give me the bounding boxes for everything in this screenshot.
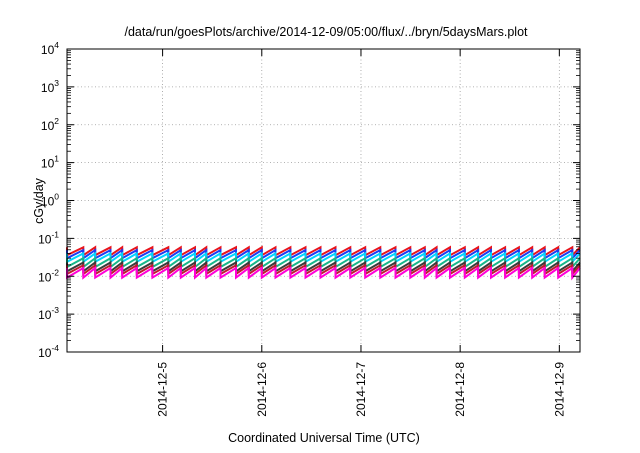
y-tick-base: 10 <box>41 157 55 171</box>
y-tick-label: 10-4 <box>38 343 59 360</box>
y-axis-label: cGy/day <box>32 177 46 224</box>
x-tick-label: 2014-12-7 <box>354 362 368 417</box>
y-tick-exponent: 4 <box>54 40 59 50</box>
y-tick-exponent: 2 <box>54 116 59 126</box>
y-tick-base: 10 <box>41 195 55 209</box>
y-tick-label: 10-2 <box>38 267 59 284</box>
y-tick-label: 100 <box>41 192 59 209</box>
series-line-7 <box>66 265 581 281</box>
y-tick-base: 10 <box>38 270 52 284</box>
y-tick-label: 10-1 <box>38 229 59 246</box>
x-tick-label: 2014-12-5 <box>156 362 170 417</box>
y-tick-label: 10-3 <box>38 305 59 322</box>
grid-layer <box>67 49 580 352</box>
y-tick-exponent: -1 <box>51 229 59 239</box>
y-tick-label: 103 <box>41 78 59 95</box>
x-tick-label: 2014-12-9 <box>552 362 566 417</box>
x-ticks-layer: 2014-12-5 2014-12-6 2014-12-7 2014-12-8 2014… <box>156 49 566 417</box>
y-tick-label: 102 <box>41 116 59 133</box>
x-tick-label: 2014-12-6 <box>255 362 269 417</box>
y-tick-base: 10 <box>41 43 55 57</box>
y-tick-exponent: 3 <box>54 78 59 88</box>
x-tick-label: 2014-12-8 <box>453 362 467 417</box>
y-tick-exponent: -2 <box>51 267 59 277</box>
y-tick-exponent: 0 <box>54 192 59 202</box>
y-tick-base: 10 <box>38 346 52 360</box>
y-tick-base: 10 <box>38 308 52 322</box>
y-tick-label: 101 <box>41 154 59 171</box>
y-tick-exponent: -4 <box>51 343 59 353</box>
chart-title: /data/run/goesPlots/archive/2014-12-09/0… <box>124 25 528 39</box>
y-tick-label: 104 <box>41 40 59 57</box>
y-tick-base: 10 <box>41 81 55 95</box>
y-tick-exponent: 1 <box>54 154 59 164</box>
y-tick-base: 10 <box>41 119 55 133</box>
y-tick-base: 10 <box>38 232 52 246</box>
series-layer <box>66 245 581 281</box>
x-axis-label: Coordinated Universal Time (UTC) <box>228 431 420 445</box>
y-tick-exponent: -3 <box>51 305 59 315</box>
